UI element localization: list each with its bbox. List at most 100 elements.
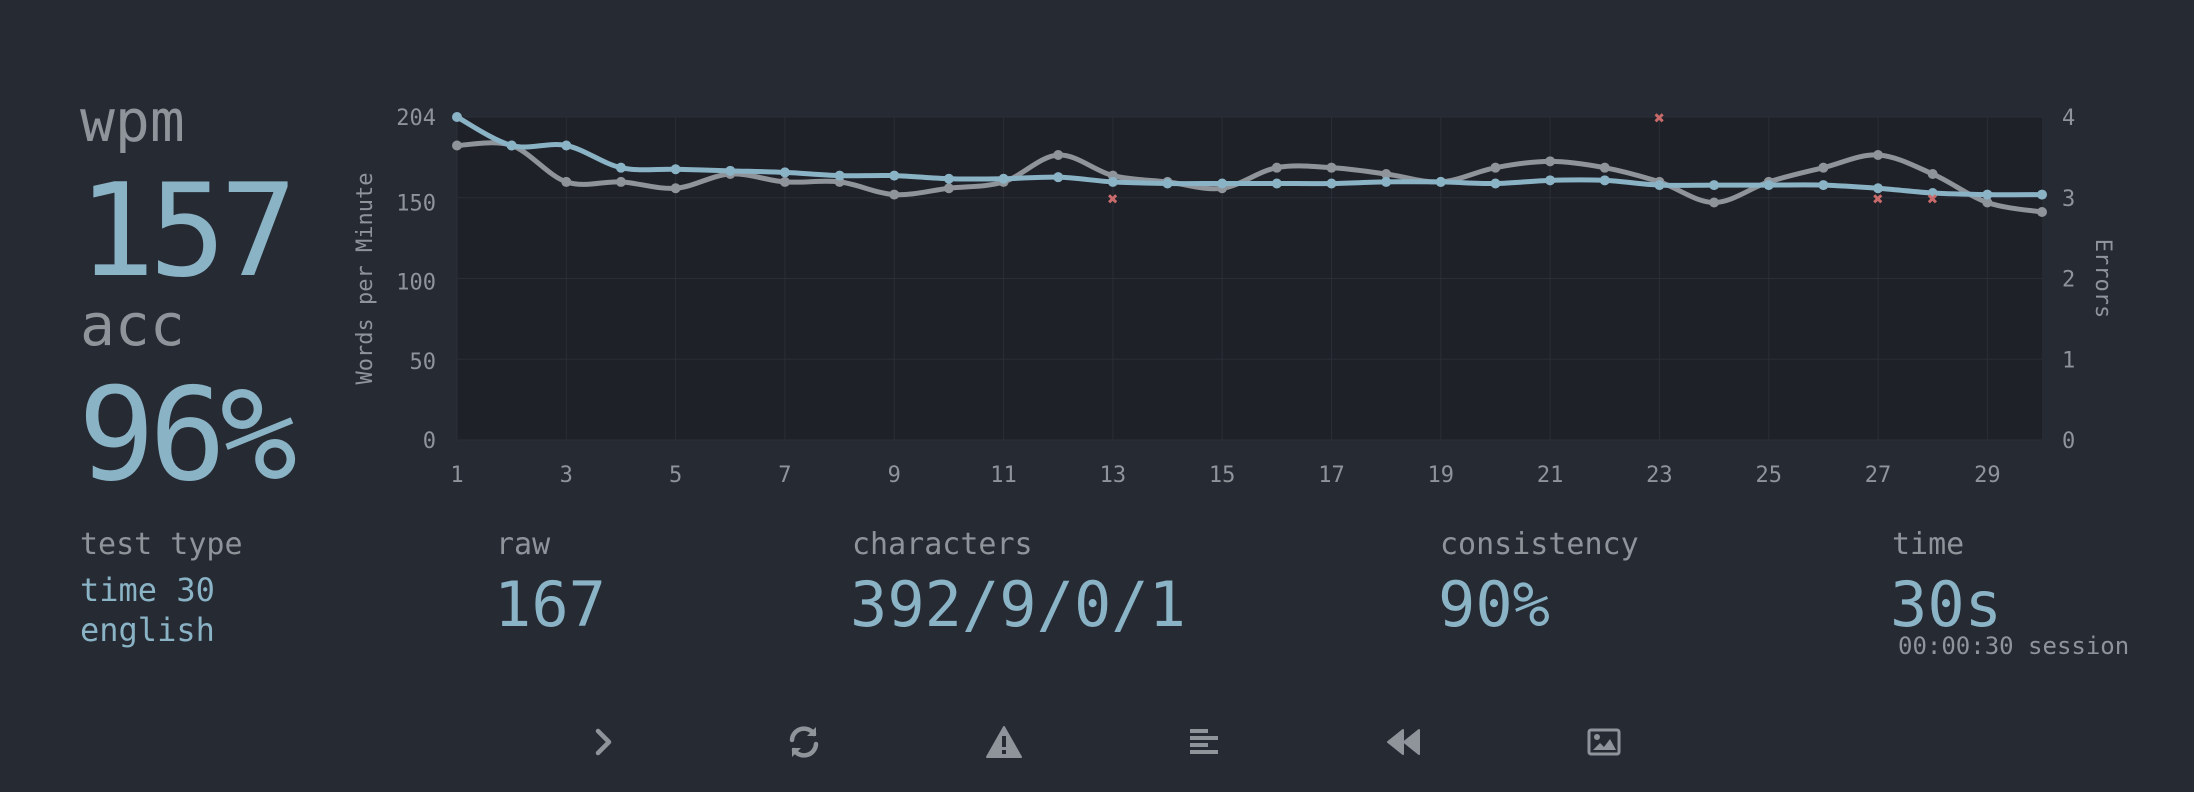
raw-point <box>1490 162 1501 173</box>
x-tick-label: 11 <box>990 463 1017 488</box>
raw-point <box>1818 162 1829 173</box>
wpm-point <box>561 140 572 151</box>
wpm-value: 157 <box>78 157 297 306</box>
sync-icon <box>789 726 819 758</box>
wpm-chart: 1 3 5 7 9 11 13 15 17 19 21 23 25 27 29050100150204012… <box>353 106 2115 488</box>
raw-point <box>561 176 572 187</box>
time-label: time <box>1892 527 1965 562</box>
wpm-point <box>834 170 845 181</box>
raw-point <box>1545 156 1556 167</box>
characters-value: 392/9/0/1 <box>850 568 1186 641</box>
raw-point <box>889 189 900 200</box>
test-type-mode: time 30 <box>80 571 215 609</box>
x-tick-label: 23 <box>1646 463 1673 488</box>
wpm-point <box>1271 178 1282 189</box>
error-marker: ✖ <box>1927 189 1938 210</box>
wpm-point <box>1381 176 1392 187</box>
raw-value: 167 <box>494 568 606 641</box>
y2-tick-label: 0 <box>2062 429 2075 454</box>
error-marker: ✖ <box>1107 189 1118 210</box>
wpm-point <box>506 140 517 151</box>
wpm-point <box>889 170 900 181</box>
wpm-point <box>1545 175 1556 186</box>
chevron-right-icon <box>595 728 612 756</box>
y2-axis-title: Errors <box>2090 239 2115 318</box>
raw-point <box>452 140 462 151</box>
wpm-point <box>1654 180 1665 191</box>
show-words-history-button[interactable] <box>982 720 1026 764</box>
image-icon <box>1587 728 1621 756</box>
x-tick-label: 29 <box>1974 463 2001 488</box>
raw-point <box>1927 169 1938 179</box>
y2-tick-label: 2 <box>2062 268 2075 293</box>
raw-point <box>2037 207 2047 217</box>
wpm-point <box>943 173 954 184</box>
wpm-point <box>1927 188 1938 198</box>
wpm-point <box>1763 180 1774 191</box>
wpm-point <box>1053 172 1064 183</box>
error-marker: ✖ <box>1873 189 1884 210</box>
wpm-point <box>1217 178 1228 189</box>
accuracy-label: acc <box>80 291 185 359</box>
x-tick-label: 19 <box>1428 463 1455 488</box>
wpm-point <box>1435 176 1446 187</box>
align-left-icon <box>1190 729 1218 754</box>
x-tick-label: 7 <box>778 463 791 488</box>
characters-label: characters <box>852 527 1033 562</box>
test-type-label: test type <box>80 527 243 562</box>
wpm-point <box>1490 178 1501 189</box>
x-tick-label: 27 <box>1865 463 1892 488</box>
wpm-point <box>1599 175 1610 186</box>
screenshot-button[interactable] <box>1582 720 1626 764</box>
x-tick-label: 21 <box>1537 463 1564 488</box>
wpm-point <box>452 112 462 122</box>
consistency-value: 90% <box>1438 568 1550 641</box>
x-tick-label: 5 <box>669 463 682 488</box>
x-tick-label: 25 <box>1755 463 1782 488</box>
wpm-point <box>670 164 681 175</box>
warning-icon <box>986 726 1022 758</box>
raw-point <box>1271 162 1282 173</box>
time-value: 30s <box>1890 568 2002 641</box>
wpm-point <box>998 173 1009 184</box>
backward-icon <box>1387 729 1420 755</box>
restart-button[interactable] <box>782 720 826 764</box>
x-tick-label: 13 <box>1100 463 1127 488</box>
previous-button[interactable] <box>1382 720 1426 764</box>
raw-point <box>943 183 954 194</box>
next-test-button[interactable] <box>582 720 626 764</box>
raw-point <box>1381 169 1392 179</box>
wpm-point <box>1326 178 1337 189</box>
wpm-point <box>1107 176 1118 187</box>
raw-point <box>1326 162 1337 173</box>
y2-tick-label: 3 <box>2062 187 2075 212</box>
wpm-point <box>2037 189 2047 200</box>
y-axis-title: Words per Minute <box>353 173 378 385</box>
x-tick-label: 9 <box>888 463 901 488</box>
raw-point <box>1709 197 1720 208</box>
error-marker: ✖ <box>1654 108 1665 129</box>
raw-point <box>615 176 626 187</box>
y-tick-label: 204 <box>396 106 436 131</box>
raw-point <box>779 176 790 187</box>
wpm-point <box>779 167 790 178</box>
y-tick-label: 100 <box>396 271 436 296</box>
raw-point <box>1053 150 1064 160</box>
x-tick-label: 17 <box>1318 463 1345 488</box>
y-tick-label: 50 <box>410 350 437 375</box>
wpm-point <box>1982 189 1993 200</box>
wpm-point <box>1873 183 1884 194</box>
raw-point <box>670 183 681 194</box>
replay-button[interactable] <box>1182 720 1226 764</box>
y-tick-label: 0 <box>423 429 436 454</box>
wpm-point <box>1162 178 1173 189</box>
raw-point <box>1982 197 1993 208</box>
consistency-label: consistency <box>1440 527 1639 562</box>
y2-tick-label: 4 <box>2062 106 2075 131</box>
y2-tick-label: 1 <box>2062 348 2075 373</box>
raw-label: raw <box>496 527 551 562</box>
y-tick-label: 150 <box>396 192 436 217</box>
x-tick-label: 3 <box>560 463 573 488</box>
wpm-point <box>1818 180 1829 191</box>
wpm-point <box>1709 180 1720 191</box>
